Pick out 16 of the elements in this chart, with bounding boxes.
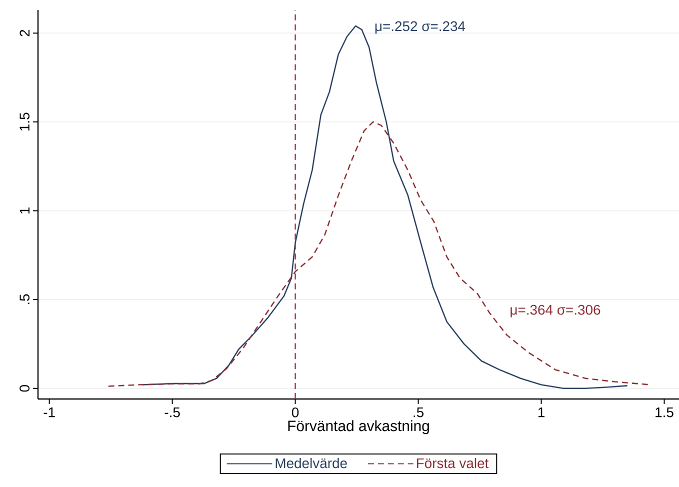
x-axis-title: Förväntad avkastning <box>288 420 429 434</box>
annotation: μ=.252 σ=.234 <box>375 21 466 34</box>
legend-label: Första valet <box>416 458 489 468</box>
x-tick-label: .5 <box>414 408 424 418</box>
y-tick-label: 1.5 <box>20 112 30 131</box>
annotation: μ=.364 σ=.306 <box>510 304 600 318</box>
y-tick-label: 1 <box>20 208 30 214</box>
x-tick-label: -.5 <box>164 408 180 418</box>
x-tick-label: 1.5 <box>656 408 674 418</box>
y-tick-label: .5 <box>20 294 30 304</box>
x-tick-label: 1 <box>538 408 544 418</box>
x-tick-label: -1 <box>44 408 55 418</box>
y-tick-label: 2 <box>20 30 30 36</box>
legend-label: Medelvärde <box>276 458 347 468</box>
y-tick-label: 0 <box>20 385 30 392</box>
x-tick-label: 0 <box>292 407 299 418</box>
